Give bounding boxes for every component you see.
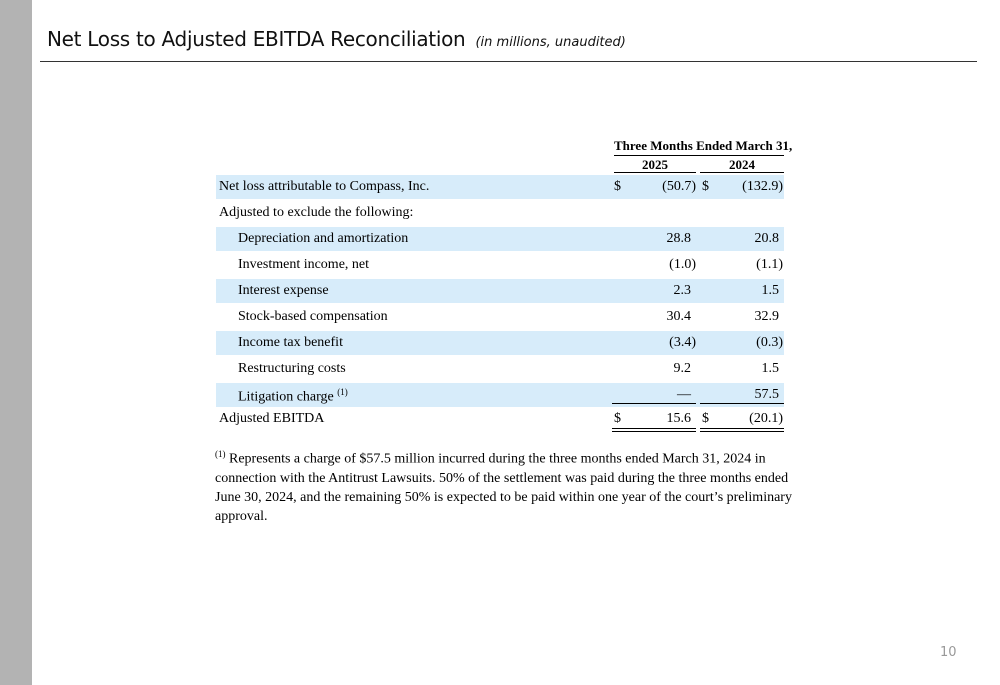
subtotal-rule-2025 [612,403,696,404]
page-title-text: Net Loss to Adjusted EBITDA Reconciliati… [47,27,466,51]
table-row: Income tax benefit (3.4) (0.3) [216,331,784,355]
footnote-marker: (1) [215,449,226,459]
year-rule-2025 [614,172,696,173]
value-2025: — [677,387,691,402]
total-rule-2024-bottom [700,431,784,432]
value-2024: (1.1) [756,257,783,272]
table-row: Litigation charge (1) — 57.5 [216,383,784,407]
row-label: Depreciation and amortization [238,231,409,246]
page-title: Net Loss to Adjusted EBITDA Reconciliati… [47,27,626,51]
table-row: Restructuring costs 9.2 1.5 [216,357,784,381]
year-rule-2024 [700,172,784,173]
page-number: 10 [940,645,957,660]
year-header-2024: 2024 [729,157,755,172]
value-2025: (50.7) [662,179,696,194]
table-row: Depreciation and amortization 28.8 20.8 [216,227,784,251]
currency-symbol: $ [702,179,709,194]
row-label: Interest expense [238,283,329,298]
table-row: Net loss attributable to Compass, Inc. $… [216,175,784,199]
period-header: Three Months Ended March 31, [614,138,793,153]
table-row: Adjusted EBITDA $ 15.6 $ (20.1) [216,407,784,431]
row-label: Investment income, net [238,257,370,272]
table-row: Interest expense 2.3 1.5 [216,279,784,303]
value-2024: 32.9 [754,309,780,324]
value-2024: (20.1) [749,411,783,426]
row-label: Adjusted to exclude the following: [219,205,414,220]
period-header-rule [614,155,784,156]
page-subtitle: (in millions, unaudited) [475,35,626,50]
subtotal-rule-2024 [700,403,784,404]
table-row: Stock-based compensation 30.4 32.9 [216,305,784,329]
footnote-text: Represents a charge of $57.5 million inc… [215,451,792,524]
total-rule-2024-top [700,428,784,429]
value-2025: 15.6 [666,411,692,426]
value-2025: 9.2 [673,361,692,376]
total-rule-2025-top [612,428,696,429]
value-2024: (132.9) [742,179,783,194]
table-row: Adjusted to exclude the following: [216,201,784,225]
row-label: Income tax benefit [238,335,343,350]
footnote-marker: (1) [337,387,348,397]
value-2024: 1.5 [761,283,780,298]
row-label: Adjusted EBITDA [219,411,325,426]
row-label: Stock-based compensation [238,309,388,324]
value-2025: (1.0) [669,257,696,272]
currency-symbol: $ [614,179,621,194]
title-divider [40,61,977,62]
row-label: Restructuring costs [238,361,346,376]
row-label: Net loss attributable to Compass, Inc. [219,179,430,194]
table-row: Investment income, net (1.0) (1.1) [216,253,784,277]
value-2024: 20.8 [754,231,780,246]
year-header-2025: 2025 [642,157,668,172]
value-2024: 1.5 [761,361,780,376]
currency-symbol: $ [702,411,709,426]
currency-symbol: $ [614,411,621,426]
row-label: Litigation charge (1) [238,387,348,406]
side-bar [0,0,32,685]
value-2025: 30.4 [666,309,692,324]
value-2024: (0.3) [756,335,783,350]
value-2025: 28.8 [666,231,692,246]
value-2025: (3.4) [669,335,696,350]
row-label-text: Litigation charge [238,389,334,405]
total-rule-2025-bottom [612,431,696,432]
value-2025: 2.3 [673,283,692,298]
footnote: (1) Represents a charge of $57.5 million… [215,445,795,526]
value-2024: 57.5 [754,387,780,402]
